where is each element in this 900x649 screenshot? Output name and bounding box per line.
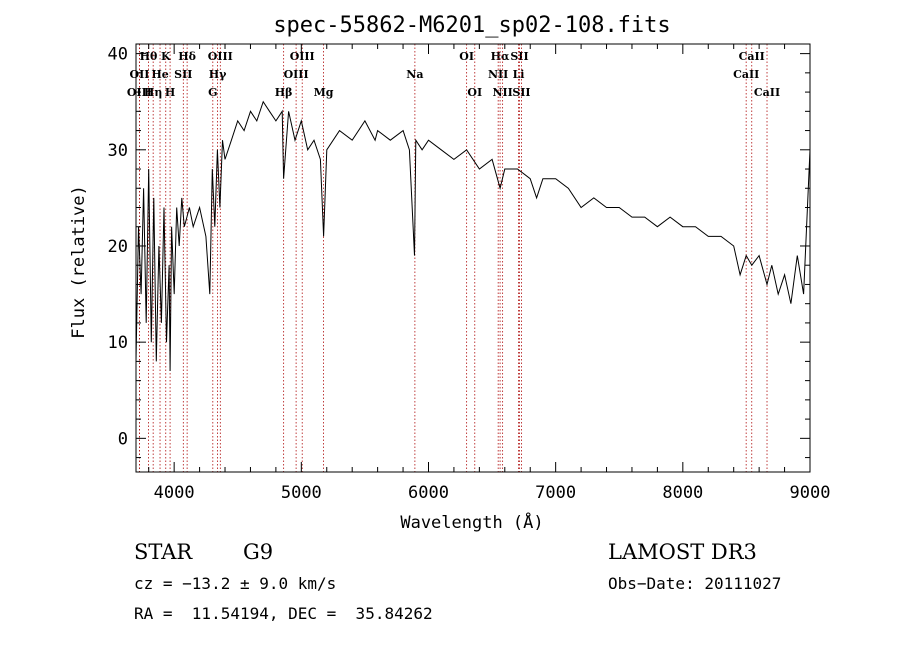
x-tick-label-4: 8000 (662, 483, 703, 503)
y-tick-label-0: 0 (118, 429, 128, 449)
object-subclass: G9 (243, 540, 274, 564)
object-class: STAR (134, 540, 193, 564)
x-tick-label-1: 5000 (281, 483, 322, 503)
line-label-23: Li (513, 68, 525, 81)
line-label-10: Hγ (209, 68, 227, 81)
line-label-13: OIII (290, 50, 315, 63)
y-tick-label-2: 20 (108, 237, 128, 257)
line-label-5: K (161, 50, 171, 63)
x-tick-label-3: 7000 (535, 483, 576, 503)
y-tick-label-3: 30 (108, 141, 128, 161)
axis-ticks: 4000 5000 6000 7000 8000 9000 0 10 20 30 40 (108, 44, 831, 503)
line-label-24: SII (512, 86, 530, 99)
y-tick-label-1: 10 (108, 333, 128, 353)
line-label-17: OI (459, 50, 474, 63)
line-label-9: OIII (208, 50, 233, 63)
line-label-22: SII (510, 50, 528, 63)
redshift-velocity: cz = −13.2 ± 9.0 km/s (134, 574, 337, 593)
line-label-20: NII (488, 68, 508, 81)
x-tick-label-2: 6000 (408, 483, 449, 503)
line-label-0: Hθ (140, 50, 158, 63)
y-tick-label-4: 40 (108, 45, 128, 65)
x-axis-label: Wavelength (Å) (400, 511, 543, 533)
line-label-26: CaII (733, 68, 759, 81)
line-label-19: Hα (491, 50, 510, 63)
line-label-21: NII (492, 86, 512, 99)
x-tick-label-0: 4000 (154, 483, 195, 503)
line-label-14: OIII (284, 68, 309, 81)
line-label-11: G (208, 86, 217, 99)
line-label-4: Hη (144, 86, 162, 99)
line-label-16: Na (406, 68, 423, 81)
chart-title: spec-55862-M6201_sp02-108.fits (273, 13, 670, 38)
line-label-1: OII (129, 68, 149, 81)
survey-name: LAMOST DR3 (608, 540, 757, 564)
x-tick-label-5: 9000 (790, 483, 831, 503)
line-label-27: CaII (754, 86, 780, 99)
line-label-25: CaII (739, 50, 765, 63)
line-label-7: SII (174, 68, 192, 81)
plot-frame (135, 43, 811, 473)
line-label-8: Hδ (178, 50, 196, 63)
line-label-3: He (151, 68, 168, 81)
spectrum-series-line (135, 100, 811, 372)
line-label-15: Mg (314, 86, 334, 99)
line-label-18: OI (467, 86, 482, 99)
y-axis-label: Flux (relative) (69, 185, 89, 339)
line-label-12: Hβ (275, 86, 293, 99)
line-label-6: H (165, 86, 175, 99)
observation-date: Obs−Date: 20111027 (608, 574, 782, 593)
ra-dec-coordinates: RA = 11.54194, DEC = 35.84262 (134, 604, 433, 623)
